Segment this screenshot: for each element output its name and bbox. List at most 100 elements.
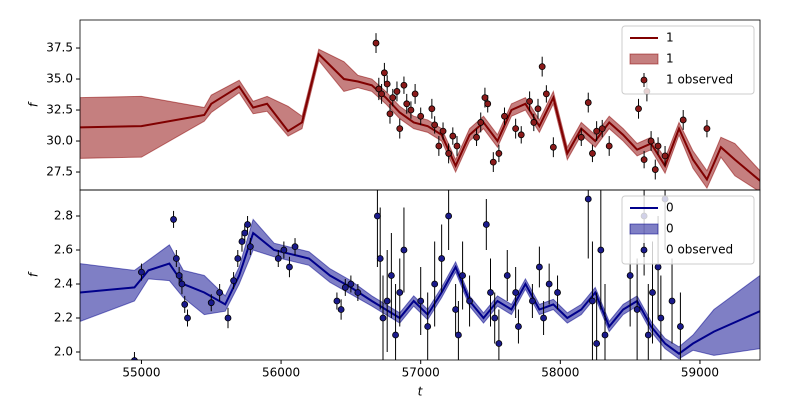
observed-point: [224, 314, 232, 322]
y-tick-label: 32.5: [46, 103, 73, 117]
observed-point: [584, 99, 592, 106]
observed-point: [635, 105, 642, 113]
observed-point: [640, 156, 648, 164]
observed-point: [178, 280, 186, 288]
y-axis-label: f: [27, 271, 41, 277]
observed-point: [411, 90, 419, 98]
observed-point: [651, 166, 659, 173]
observed-point: [400, 246, 408, 254]
observed-point: [554, 289, 561, 296]
observed-point: [677, 323, 684, 330]
observed-point: [538, 63, 546, 71]
legend-marker: [640, 76, 648, 84]
observed-point: [605, 142, 613, 150]
legend-box: [621, 195, 755, 265]
observed-point: [378, 90, 386, 98]
observed-point: [597, 246, 605, 254]
observed-point: [286, 263, 293, 271]
legend-swatch: [629, 53, 659, 65]
plot-area: [80, 190, 760, 360]
observed-point: [589, 150, 596, 157]
observed-point: [649, 289, 656, 296]
legend-label: 0: [666, 222, 674, 236]
observed-point: [380, 69, 388, 77]
observed-point: [387, 272, 395, 279]
observed-point: [333, 297, 341, 305]
observed-point: [654, 142, 662, 150]
observed-point: [246, 243, 254, 251]
observed-point: [431, 280, 439, 288]
observed-point: [593, 340, 601, 347]
observed-point: [517, 131, 525, 139]
y-tick-label: 2.8: [54, 209, 73, 223]
legend-box: [621, 25, 755, 95]
legend-swatch: [629, 223, 659, 235]
legend-label: 0 observed: [666, 243, 733, 257]
observed-point: [473, 133, 480, 141]
x-tick-label: 56000: [262, 366, 300, 380]
observed-point: [584, 195, 592, 203]
observed-point: [491, 314, 499, 322]
observed-point: [452, 306, 460, 313]
observed-point: [589, 297, 596, 305]
x-tick-label: 59000: [681, 366, 719, 380]
observed-point: [489, 158, 497, 166]
observed-point: [439, 127, 447, 135]
observed-point: [389, 94, 397, 102]
observed-point: [354, 289, 362, 296]
observed-point: [593, 127, 601, 135]
observed-point: [417, 297, 425, 305]
observed-point: [535, 263, 543, 271]
observed-point: [230, 277, 237, 285]
observed-point: [633, 306, 641, 313]
x-tick-label: 57000: [402, 366, 440, 380]
observed-point: [515, 323, 522, 330]
observed-point: [347, 280, 355, 288]
observed-point: [216, 289, 224, 296]
observed-point: [379, 314, 387, 322]
observed-point: [138, 268, 145, 276]
legend: 0 0 0 observed: [621, 195, 755, 265]
y-tick-label: 37.5: [46, 41, 73, 55]
observed-point: [654, 263, 662, 271]
observed-point: [238, 238, 246, 245]
observed-point: [495, 340, 503, 347]
observed-point: [393, 88, 401, 95]
observed-point: [341, 284, 349, 291]
y-tick-label: 30.0: [46, 134, 73, 148]
observed-point: [529, 297, 536, 305]
axes-frame: [79, 189, 761, 361]
observed-point: [512, 125, 520, 133]
observed-point: [501, 112, 508, 120]
legend-marker: [640, 246, 648, 254]
observed-point: [417, 112, 425, 120]
observed-point: [431, 121, 439, 129]
observed-point: [668, 297, 676, 305]
observed-point: [407, 106, 415, 114]
observed-point: [372, 39, 380, 47]
observed-point: [530, 119, 538, 126]
observed-point: [647, 137, 655, 145]
observed-point: [477, 119, 485, 126]
legend-label: 1: [666, 31, 674, 45]
observed-point: [424, 323, 432, 330]
observed-point: [495, 150, 503, 157]
observed-point: [291, 243, 299, 251]
observed-point: [396, 289, 404, 296]
y-tick-label: 2.2: [54, 311, 73, 325]
observed-point: [241, 229, 249, 237]
observed-point: [466, 297, 473, 305]
observed-point: [526, 97, 534, 105]
observed-point: [679, 116, 687, 124]
observed-point: [644, 331, 652, 339]
observed-point: [172, 255, 180, 262]
observed-point: [274, 255, 282, 262]
observed-point: [534, 105, 542, 113]
observed-point: [428, 105, 436, 113]
observed-point: [540, 314, 547, 322]
observed-point: [375, 85, 383, 93]
observed-point: [207, 299, 215, 307]
observed-point: [484, 100, 492, 108]
legend: 1 1 1 observed: [621, 25, 755, 95]
observed-point: [481, 94, 489, 102]
